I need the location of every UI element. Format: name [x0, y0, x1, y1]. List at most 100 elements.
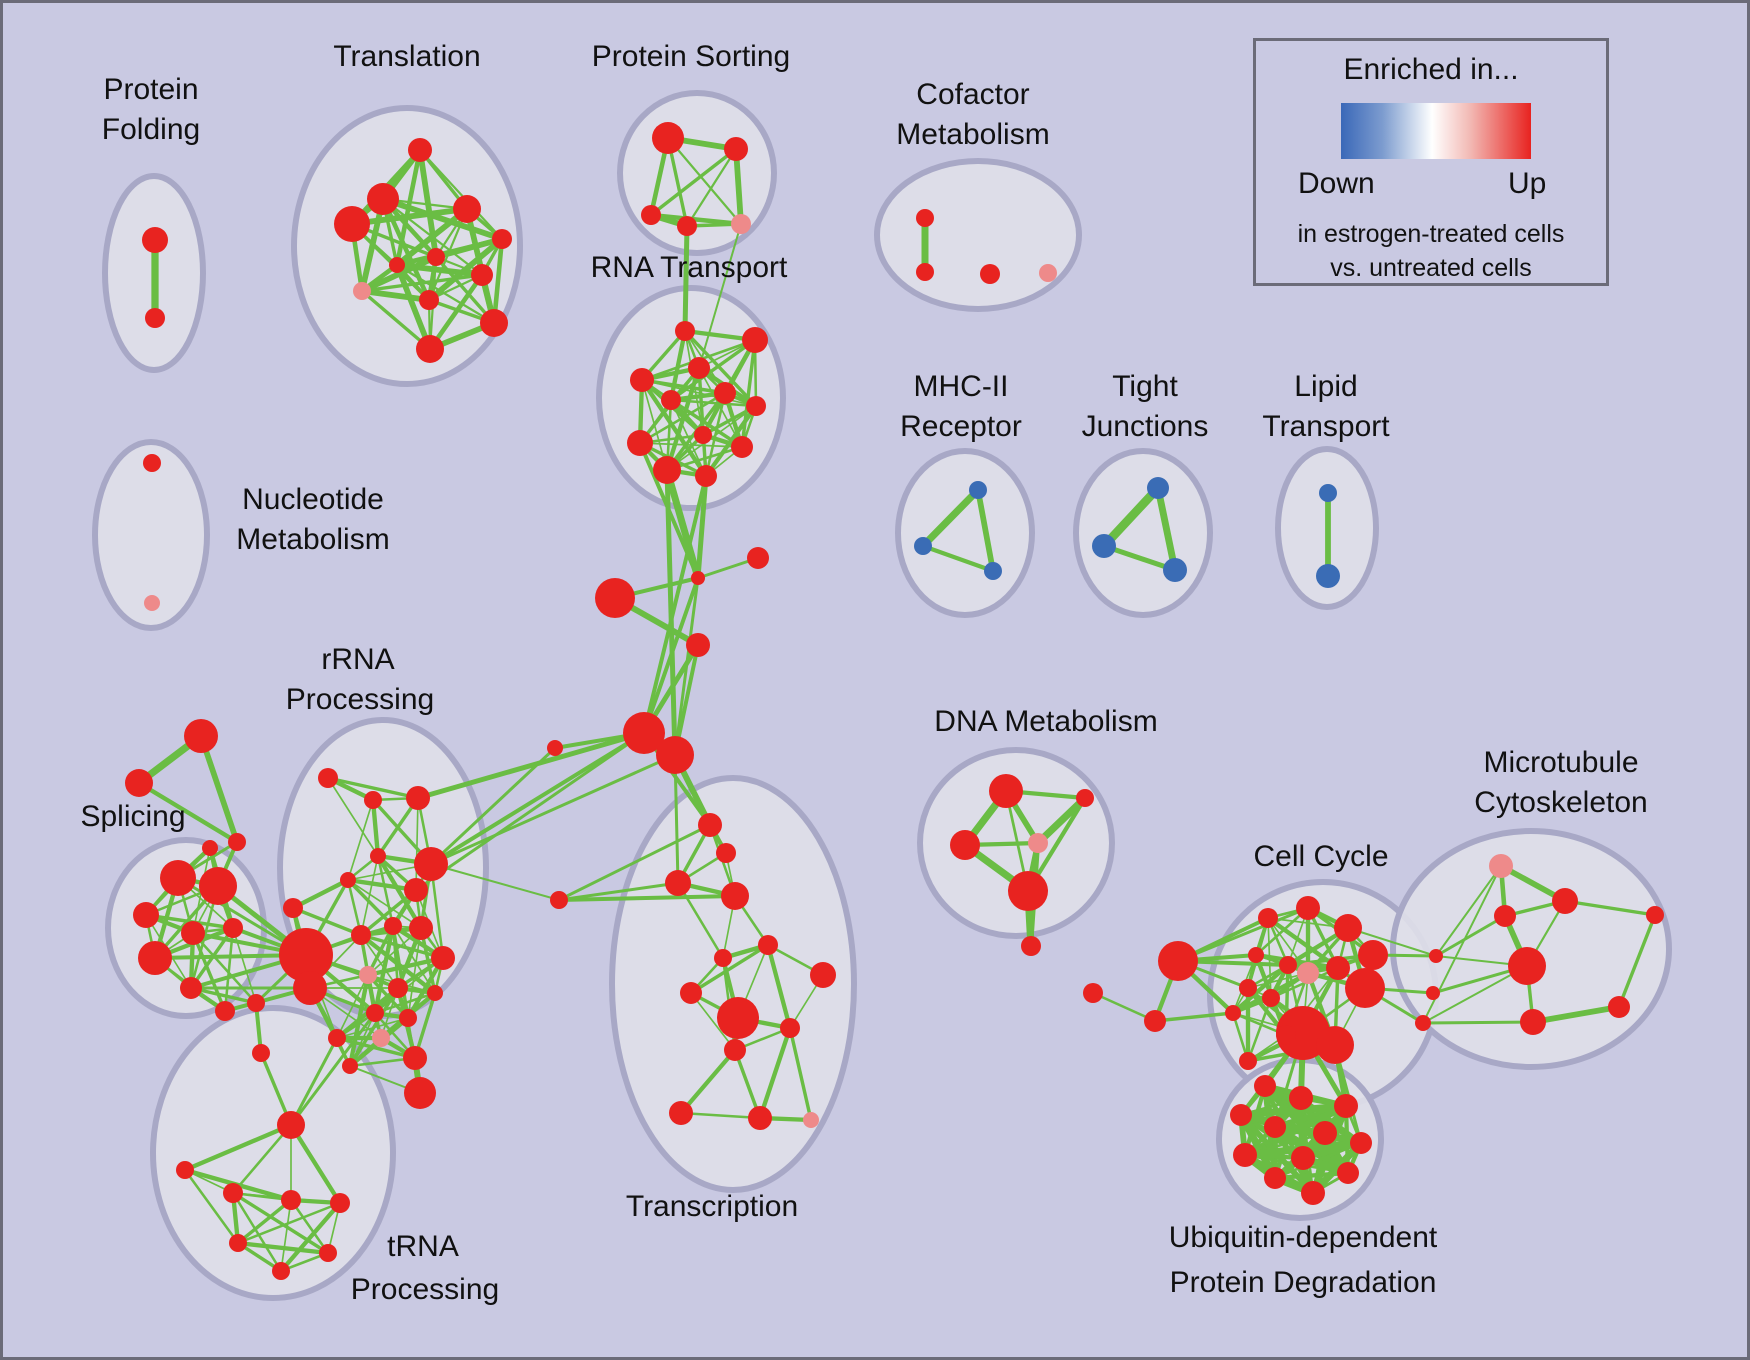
- network-edge: [642, 576, 700, 735]
- network-edge: [1237, 1102, 1350, 1119]
- network-node-layer: [125, 122, 1664, 1280]
- network-edge: [638, 391, 727, 445]
- network-edge: [360, 855, 379, 936]
- cluster-label-transcription: Transcription: [626, 1190, 798, 1223]
- network-edge: [415, 797, 419, 891]
- network-node: [714, 382, 736, 404]
- network-edge: [394, 262, 485, 278]
- network-edge: [701, 404, 758, 437]
- network-edge: [765, 942, 793, 1031]
- network-node: [675, 321, 695, 341]
- network-edge: [740, 338, 757, 449]
- network-node: [223, 1183, 243, 1203]
- network-node: [293, 971, 327, 1005]
- network-node: [277, 1111, 305, 1139]
- cluster-label-cell-cycle: Cell Cycle: [1253, 840, 1388, 873]
- legend-caption-line2: vs. untreated cells: [1330, 254, 1532, 282]
- network-node: [1337, 1162, 1359, 1184]
- legend-caption-line1: in estrogen-treated cells: [1297, 220, 1565, 248]
- network-node: [748, 1106, 772, 1130]
- network-node: [416, 335, 444, 363]
- network-node: [717, 997, 759, 1039]
- network-node: [1225, 1005, 1241, 1021]
- network-node: [1350, 1132, 1372, 1154]
- network-edge: [231, 1191, 330, 1255]
- cluster-label-ubiquitin-degradation: Ubiquitin-dependent: [1169, 1221, 1438, 1254]
- network-node: [370, 848, 386, 864]
- network-edge: [358, 932, 438, 996]
- network-edge: [327, 777, 379, 857]
- network-edge: [642, 474, 708, 735]
- network-edge: [288, 1122, 343, 1206]
- network-edge: [346, 878, 395, 928]
- network-node: [1297, 962, 1319, 984]
- network-node: [144, 595, 160, 611]
- network-edge: [649, 147, 738, 217]
- network-node: [1291, 1146, 1315, 1170]
- network-edge: [336, 1017, 409, 1039]
- network-edge: [733, 146, 744, 227]
- network-node: [1358, 940, 1388, 970]
- network-edge: [673, 753, 680, 885]
- network-edge: [191, 931, 258, 1005]
- network-node: [228, 833, 246, 851]
- network-edge: [1246, 996, 1273, 1063]
- network-node: [403, 1046, 427, 1070]
- network-node: [1301, 1181, 1325, 1205]
- network-node: [281, 1190, 301, 1210]
- network-edge: [1617, 913, 1657, 1009]
- network-edge: [557, 823, 712, 902]
- cluster-ellipse-trna-processing: [150, 1005, 396, 1301]
- network-edge: [1563, 899, 1657, 917]
- cluster-label-rna-transport: RNA Transport: [591, 251, 788, 284]
- cluster-label-tight-junctions: Tight: [1112, 370, 1178, 403]
- network-node: [1415, 1015, 1431, 1031]
- cluster-label-cofactor-metabolism: Cofactor: [916, 78, 1029, 111]
- cluster-label-mhc-ii-receptor: MHC-II: [914, 370, 1009, 403]
- network-node: [199, 867, 237, 905]
- network-edge: [429, 753, 677, 866]
- network-edge: [1091, 991, 1157, 1023]
- network-node: [803, 1112, 819, 1128]
- network-node: [550, 891, 568, 909]
- network-node: [623, 712, 665, 754]
- network-node: [1039, 264, 1057, 282]
- cluster-label-nucleotide-metabolism: Nucleotide: [242, 483, 384, 516]
- network-edge: [236, 1201, 342, 1245]
- network-node: [661, 390, 681, 410]
- network-edge: [1034, 794, 1089, 847]
- network-node: [724, 137, 748, 161]
- network-edge: [1530, 1004, 1622, 1025]
- network-node: [1008, 871, 1048, 911]
- network-node: [1489, 854, 1513, 878]
- network-edge: [375, 853, 424, 931]
- network-node: [143, 454, 161, 472]
- cluster-label-protein-folding: Protein: [103, 73, 198, 106]
- network-node: [125, 769, 153, 797]
- network-node: [1028, 833, 1048, 853]
- network-edge: [1422, 965, 1528, 1024]
- network-node: [279, 928, 333, 982]
- network-node: [627, 430, 653, 456]
- network-edge: [349, 206, 470, 227]
- network-node: [758, 935, 778, 955]
- network-node: [471, 264, 493, 286]
- network-node: [1345, 968, 1385, 1008]
- network-edge: [685, 147, 738, 228]
- network-node: [641, 205, 661, 225]
- network-node: [1296, 896, 1320, 920]
- cluster-ellipse-nucleotide-metabolism: [92, 439, 210, 631]
- network-edge: [427, 272, 485, 352]
- network-edge: [380, 196, 505, 242]
- network-edge: [235, 1240, 331, 1256]
- cluster-label-mhc-ii-receptor: Receptor: [900, 410, 1022, 443]
- network-edge: [1421, 1020, 1535, 1025]
- network-edge: [144, 913, 235, 930]
- network-node: [716, 843, 736, 863]
- network-edge: [664, 467, 678, 758]
- cluster-label-dna-metabolism: DNA Metabolism: [934, 705, 1157, 738]
- network-edge: [289, 1011, 377, 1127]
- network-edge: [430, 863, 560, 901]
- network-node: [780, 1018, 800, 1038]
- cluster-label-lipid-transport: Lipid: [1294, 370, 1357, 403]
